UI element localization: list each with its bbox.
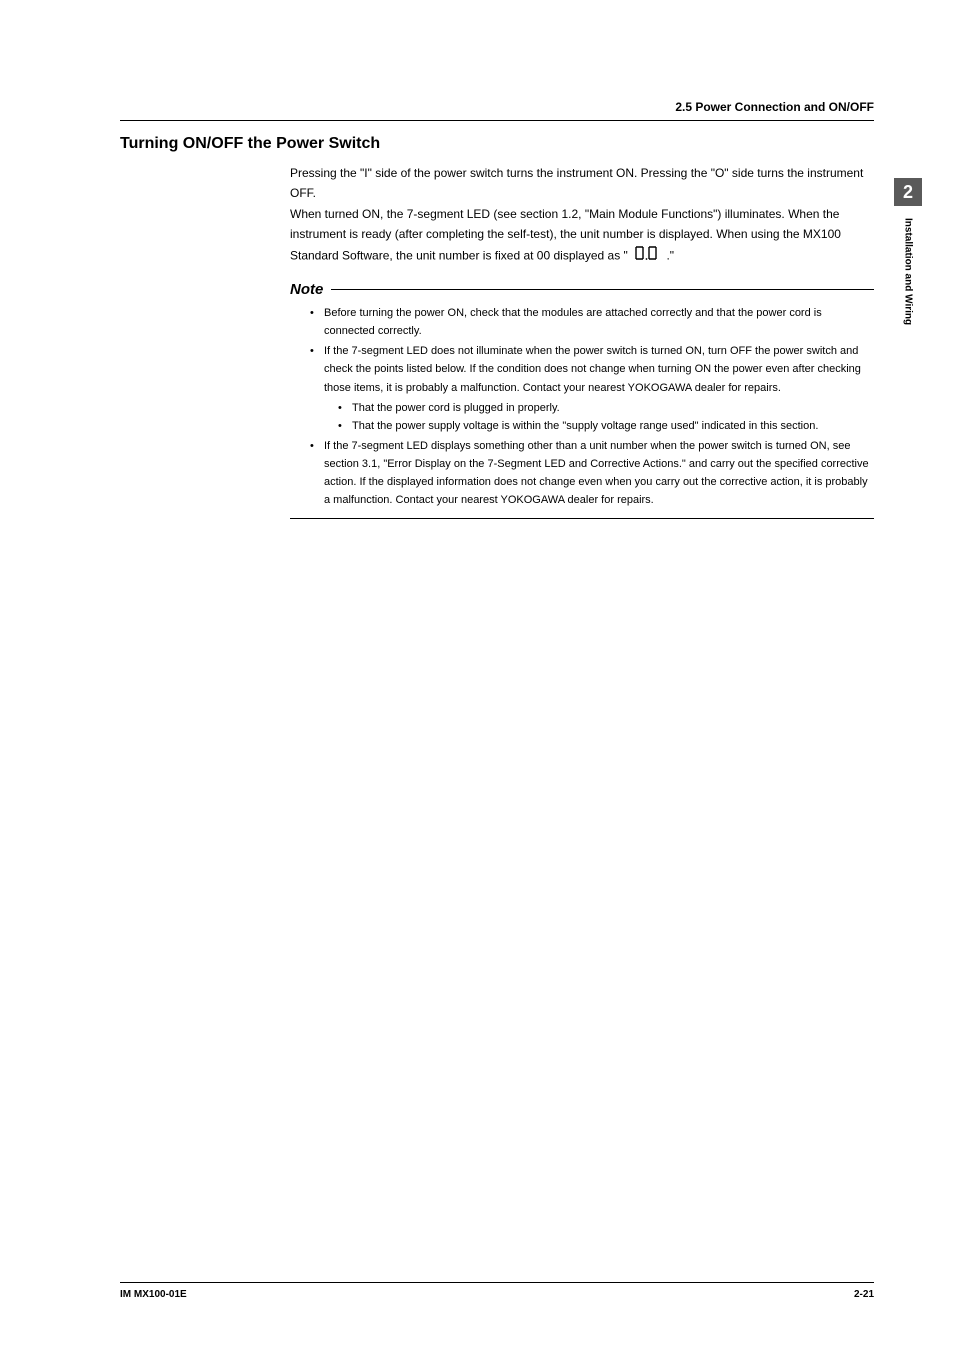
seven-segment-icon <box>634 245 660 267</box>
body-paragraph: Pressing the "I" side of the power switc… <box>290 163 874 267</box>
note-subitem: That the power supply voltage is within … <box>338 417 874 435</box>
note-rule-top <box>331 289 874 291</box>
chapter-label: Installation and Wiring <box>894 206 922 416</box>
note-item-text: If the 7-segment LED does not illuminate… <box>324 345 861 393</box>
page-footer: IM MX100-01E 2-21 <box>120 1282 874 1300</box>
note-item: If the 7-segment LED displays something … <box>310 437 874 510</box>
note-item: If the 7-segment LED does not illuminate… <box>310 342 874 435</box>
paragraph-line-2a: When turned ON, the 7-segment LED (see s… <box>290 207 841 262</box>
footer-page-number: 2-21 <box>854 1289 874 1300</box>
section-header: 2.5 Power Connection and ON/OFF <box>120 100 874 121</box>
paragraph-line-1: Pressing the "I" side of the power switc… <box>290 166 863 200</box>
note-item-text: If the 7-segment LED displays something … <box>324 440 869 506</box>
page-heading: Turning ON/OFF the Power Switch <box>120 135 874 153</box>
note-title: Note <box>290 281 323 298</box>
note-rule-bottom <box>290 518 874 520</box>
note-subitem-text: That the power cord is plugged in proper… <box>352 402 560 414</box>
chapter-tab: 2 Installation and Wiring <box>894 178 922 430</box>
note-heading: Note <box>290 281 874 298</box>
chapter-number: 2 <box>894 178 922 206</box>
note-subitem-text: That the power supply voltage is within … <box>352 420 818 432</box>
note-subitem: That the power cord is plugged in proper… <box>338 399 874 417</box>
note-item: Before turning the power ON, check that … <box>310 304 874 340</box>
note-item-text: Before turning the power ON, check that … <box>324 307 822 337</box>
footer-doc-id: IM MX100-01E <box>120 1289 187 1300</box>
paragraph-line-2b: ." <box>666 248 674 262</box>
note-list: Before turning the power ON, check that … <box>310 304 874 510</box>
note-sublist: That the power cord is plugged in proper… <box>338 399 874 435</box>
